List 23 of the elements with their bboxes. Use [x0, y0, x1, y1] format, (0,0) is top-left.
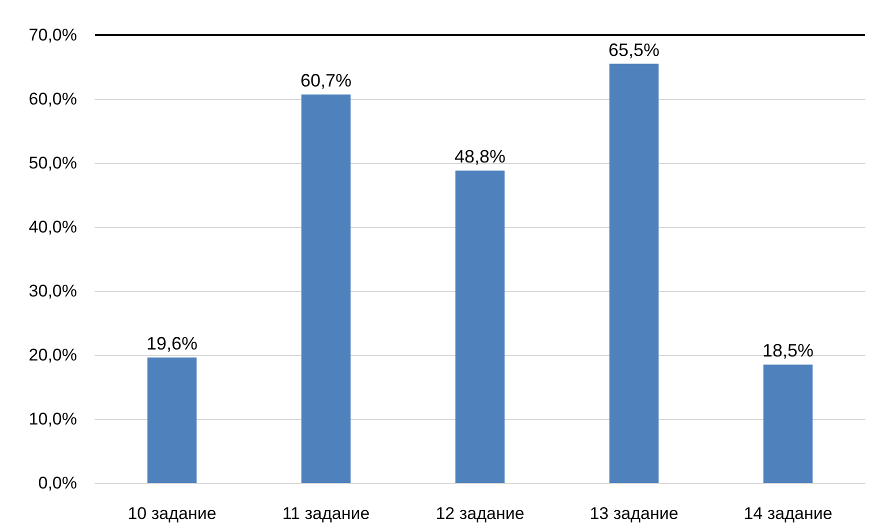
bar [609, 64, 659, 483]
y-tick-label: 70,0% [28, 26, 77, 44]
y-tick-label: 60,0% [28, 90, 77, 108]
data-label: 19,6% [146, 334, 198, 354]
x-tick-label: 13 задание [590, 504, 678, 523]
bar [763, 364, 813, 483]
data-label: 60,7% [300, 70, 352, 91]
x-tick-label: 12 задание [436, 504, 524, 523]
y-tick-label: 30,0% [28, 282, 77, 300]
data-label: 65,5% [608, 40, 660, 60]
x-tick-label: 10 задание [128, 504, 216, 523]
x-tick-label: 14 задание [744, 504, 832, 523]
bar [301, 94, 351, 483]
y-tick-label: 40,0% [28, 218, 77, 236]
data-label: 48,8% [454, 146, 506, 167]
bar [147, 358, 197, 483]
data-label: 18,5% [762, 340, 814, 361]
y-tick-label: 50,0% [28, 154, 77, 172]
x-tick-label: 11 задание [282, 504, 370, 523]
y-tick-label: 20,0% [28, 346, 77, 364]
y-tick-label: 0,0% [38, 474, 77, 492]
y-tick-label: 10,0% [28, 410, 77, 428]
bar [455, 170, 505, 483]
